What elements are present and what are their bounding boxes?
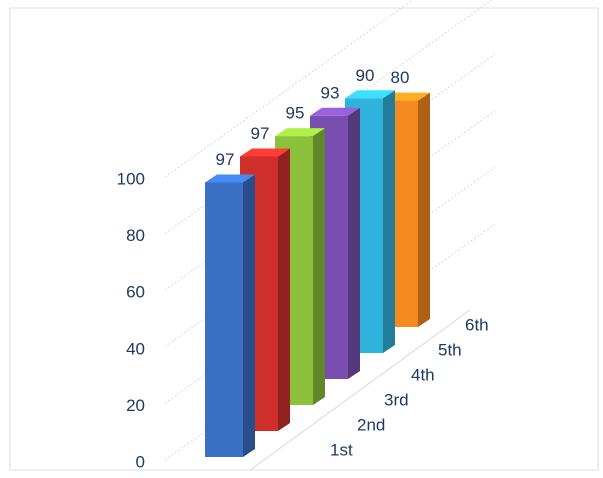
y-tick-label: 80 (126, 226, 145, 245)
value-label: 97 (251, 124, 270, 143)
value-label: 93 (321, 83, 340, 102)
x-tick-label: 4th (411, 365, 435, 384)
y-tick-label: 0 (136, 452, 145, 471)
x-tick-label: 1st (330, 440, 353, 459)
x-tick-label: 6th (465, 315, 489, 334)
bar-side (348, 107, 360, 379)
bar-top (310, 107, 360, 116)
bar-top (345, 90, 395, 99)
y-tick-label: 40 (126, 339, 145, 358)
bar-side (278, 148, 290, 432)
bar-side (313, 128, 325, 405)
value-label: 97 (216, 150, 235, 169)
bar-side (383, 90, 395, 354)
x-tick-label: 2nd (357, 415, 385, 434)
value-label: 95 (286, 104, 305, 123)
x-tick-label: 3rd (384, 390, 409, 409)
bar-side (243, 174, 255, 458)
value-label: 90 (356, 66, 375, 85)
bar (205, 182, 243, 458)
bar-top (240, 148, 290, 157)
x-tick-label: 5th (438, 340, 462, 359)
y-tick-label: 100 (117, 169, 145, 188)
bar-side (418, 92, 430, 327)
y-tick-label: 60 (126, 283, 145, 302)
bar-top (275, 128, 325, 137)
floor-edge (249, 309, 471, 471)
y-tick-label: 20 (126, 396, 145, 415)
value-label: 80 (391, 68, 410, 87)
bar-top (205, 174, 255, 183)
